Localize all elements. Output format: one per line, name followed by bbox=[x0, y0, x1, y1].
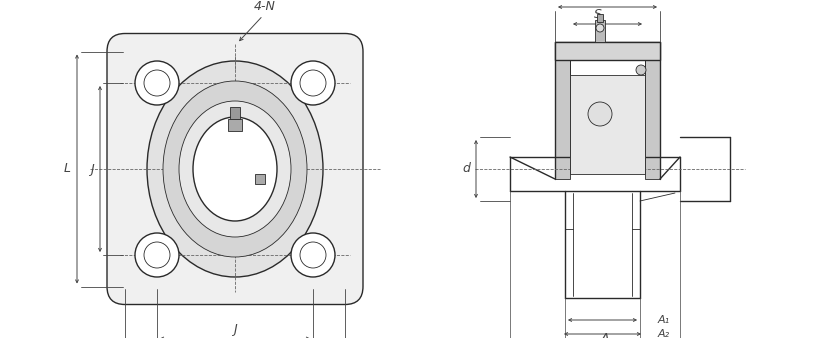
Circle shape bbox=[291, 233, 335, 277]
Text: d: d bbox=[462, 163, 470, 175]
Ellipse shape bbox=[163, 81, 307, 257]
Bar bbox=[595, 20, 605, 42]
Circle shape bbox=[135, 61, 179, 105]
Ellipse shape bbox=[179, 101, 291, 237]
Circle shape bbox=[144, 70, 170, 96]
Text: A: A bbox=[601, 333, 610, 338]
Text: J: J bbox=[233, 323, 237, 336]
Circle shape bbox=[144, 242, 170, 268]
Text: 4-N: 4-N bbox=[254, 0, 276, 14]
Circle shape bbox=[636, 65, 646, 75]
Circle shape bbox=[300, 70, 326, 96]
Text: B: B bbox=[604, 0, 612, 3]
Circle shape bbox=[596, 24, 604, 32]
Bar bbox=[230, 107, 240, 119]
Text: A₁: A₁ bbox=[658, 315, 670, 325]
Bar bbox=[597, 14, 603, 22]
Text: A₂: A₂ bbox=[658, 329, 670, 338]
Bar bbox=[570, 75, 645, 174]
Ellipse shape bbox=[147, 61, 323, 277]
Bar bbox=[255, 174, 265, 184]
FancyBboxPatch shape bbox=[107, 33, 363, 305]
Bar bbox=[645, 42, 660, 179]
Text: J: J bbox=[90, 163, 94, 175]
Text: L: L bbox=[64, 163, 70, 175]
Bar bbox=[555, 42, 570, 179]
Circle shape bbox=[135, 233, 179, 277]
Bar bbox=[228, 119, 242, 131]
Text: S: S bbox=[594, 8, 602, 22]
Circle shape bbox=[588, 102, 612, 126]
Circle shape bbox=[291, 61, 335, 105]
Circle shape bbox=[300, 242, 326, 268]
Ellipse shape bbox=[193, 117, 277, 221]
Bar bbox=[555, 42, 660, 60]
